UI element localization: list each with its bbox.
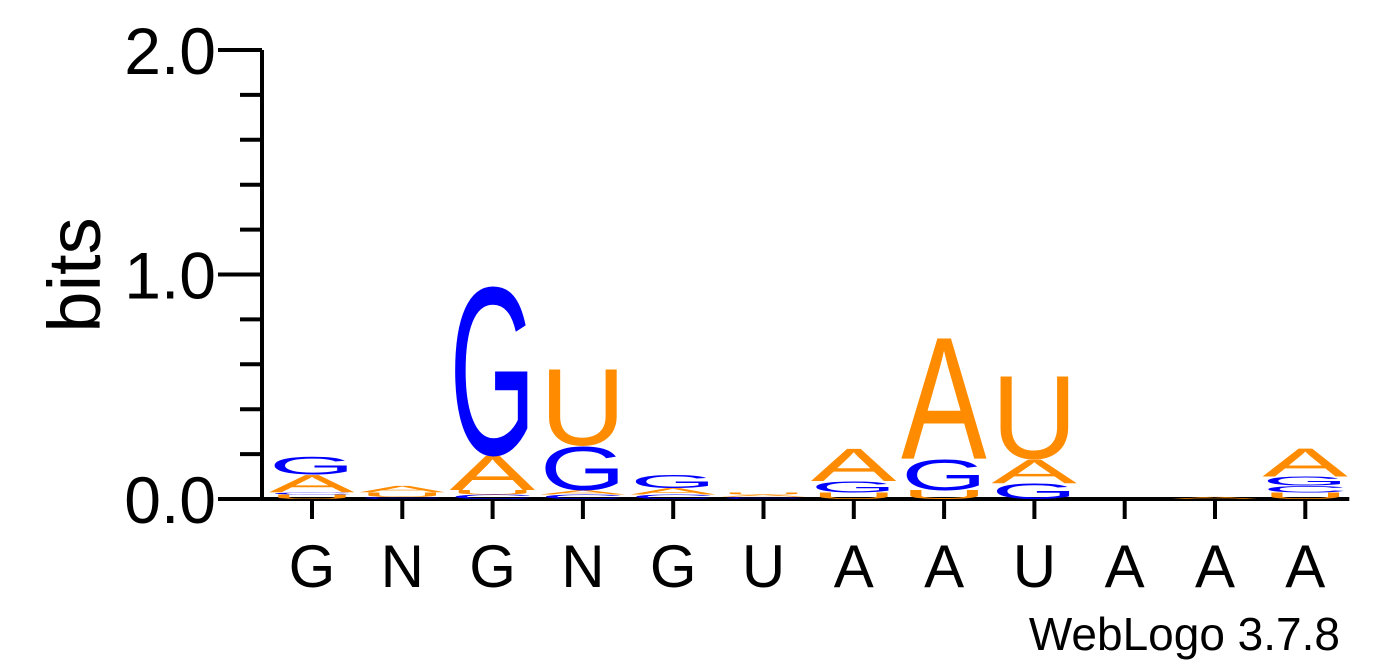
weblogo-credit: WebLogo 3.7.8 [1029,608,1340,660]
y-tick-label: 1.0 [124,239,216,313]
logo-letter-a: A [811,439,897,491]
logo-letter-c: C [269,492,355,495]
logo-letter-u: U [1262,491,1348,501]
y-axis-label: bits [33,217,116,332]
logo-letter-c: C [359,496,445,499]
logo-letter-g: G [1262,474,1348,488]
logo-letter-a: A [721,494,807,497]
logo-letter-u: U [269,493,355,500]
logo-letter-a: A [1172,496,1258,499]
x-tick-label: U [742,533,785,600]
logo-letter-g: G [991,479,1077,503]
logo-letter-g: G [269,452,355,480]
logo-letter-u: U [359,491,445,498]
logo-letter-a: A [269,470,355,498]
x-tick-label: G [650,533,697,600]
logo-letter-a: A [991,452,1077,490]
x-tick-label: A [834,533,874,600]
logo-letter-a: A [1262,440,1348,485]
logo-letter-g: G [540,434,626,503]
logo-letter-c: C [450,493,536,500]
x-tick-label: N [561,533,604,600]
x-tick-label: G [469,533,516,600]
y-axis: 0.0 1.0 2.0 [124,14,264,537]
logo-letter-g: G [811,478,897,495]
x-tick-label: A [924,533,964,600]
y-tick-label: 0.0 [124,463,216,537]
logo-letter-u: U [540,348,626,469]
logo-letter-c: C [1262,484,1348,494]
logo-letter-a: A [540,489,626,496]
logo-letter-g: G [901,451,987,500]
logo-letter-g: G [450,237,536,505]
logo-letter-a: A [359,484,445,494]
logo-letter-c: C [721,496,807,499]
logo-letter-u: U [721,492,807,495]
x-tick-label: G [289,533,336,600]
logo-letter-u: U [450,489,536,496]
logo-letter-c: C [630,493,716,500]
logo-letter-u: U [991,352,1077,485]
logo-letter-u: U [901,488,987,502]
logo-letter-a: A [901,301,987,496]
x-tick-label: N [381,533,424,600]
logo-letter-a: A [630,486,716,496]
logo-letter-c: C [540,493,626,500]
logo-letter-a: A [450,445,536,501]
x-tick-label: A [1195,533,1235,600]
logo-letter-g: G [630,471,716,492]
x-tick-label: A [1285,533,1325,600]
y-tick-label: 2.0 [124,14,216,88]
x-tick-label: U [1013,533,1056,600]
logo-letter-u: U [811,491,897,501]
x-tick-label: A [1105,533,1145,600]
